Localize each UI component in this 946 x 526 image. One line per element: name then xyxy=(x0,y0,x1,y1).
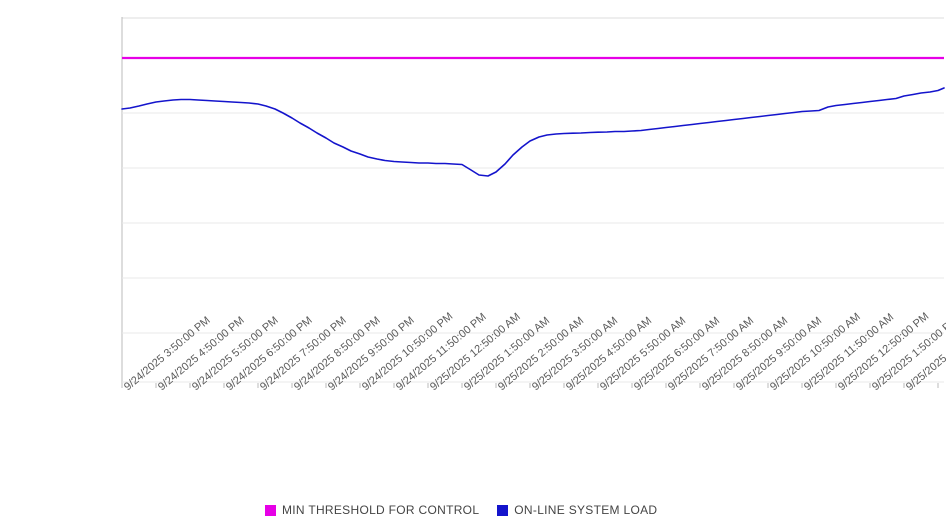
legend-item-online-load[interactable]: ON-LINE SYSTEM LOAD xyxy=(497,503,657,517)
chart-container: 9/24/2025 3:50:00 PM 9/24/2025 4:50:00 P… xyxy=(0,0,946,526)
legend-label-min-threshold: MIN THRESHOLD FOR CONTROL xyxy=(282,503,479,517)
min-threshold-swatch xyxy=(265,505,276,516)
chart-legend: MIN THRESHOLD FOR CONTROL ON-LINE SYSTEM… xyxy=(265,500,885,520)
x-axis-labels-container: 9/24/2025 3:50:00 PM 9/24/2025 4:50:00 P… xyxy=(122,384,944,494)
legend-item-min-threshold[interactable]: MIN THRESHOLD FOR CONTROL xyxy=(265,503,479,517)
legend-label-online-load: ON-LINE SYSTEM LOAD xyxy=(514,503,657,517)
online-load-swatch xyxy=(497,505,508,516)
online-system-load-line[interactable] xyxy=(122,88,944,176)
